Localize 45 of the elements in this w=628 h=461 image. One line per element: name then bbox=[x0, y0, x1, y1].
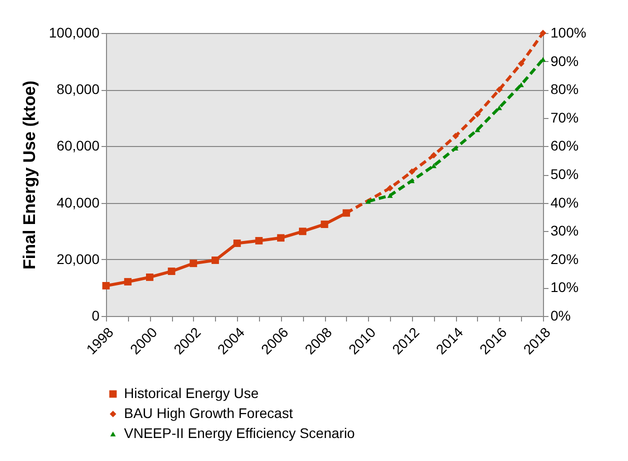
legend-label: Historical Energy Use bbox=[124, 385, 259, 401]
legend-label: BAU High Growth Forecast bbox=[124, 405, 293, 421]
y-tick-label: 20,000 bbox=[56, 250, 100, 267]
point bbox=[277, 234, 285, 242]
point bbox=[496, 86, 503, 93]
point bbox=[386, 184, 394, 192]
point bbox=[212, 256, 219, 264]
point bbox=[168, 268, 176, 275]
point bbox=[255, 237, 263, 244]
legend-label: VNEEP-II Energy Efficiency Scenario bbox=[124, 425, 356, 441]
point bbox=[496, 105, 502, 110]
y2-tick-label: 10% bbox=[550, 279, 579, 296]
point bbox=[540, 30, 546, 36]
point bbox=[430, 152, 438, 159]
y2-tick-label: 20% bbox=[550, 250, 579, 267]
y2-tick-label: 100% bbox=[550, 24, 586, 40]
y2-tick-label: 70% bbox=[550, 109, 579, 126]
y2-tick-label: 60% bbox=[550, 138, 579, 154]
y-tick-label: 80,000 bbox=[56, 81, 100, 98]
y-tick-label: 40,000 bbox=[56, 194, 100, 210]
point bbox=[408, 168, 416, 175]
y-tick-label: 60,000 bbox=[56, 138, 100, 154]
point bbox=[124, 278, 132, 286]
y2-tick-label: 30% bbox=[550, 222, 579, 239]
point bbox=[233, 240, 241, 247]
point bbox=[452, 132, 459, 140]
y2-tick-label: 80% bbox=[550, 81, 579, 98]
point bbox=[431, 163, 436, 168]
point bbox=[102, 282, 110, 290]
y2-tick-label: 40% bbox=[550, 194, 579, 210]
y-tick-label: 0 bbox=[92, 308, 100, 324]
point bbox=[387, 193, 393, 198]
point bbox=[298, 228, 306, 236]
point bbox=[474, 127, 480, 132]
y2-tick-label: 50% bbox=[550, 166, 579, 182]
y-axis-title: Final Energy Use (ktoe) bbox=[20, 80, 39, 270]
point bbox=[474, 110, 481, 118]
point bbox=[146, 274, 154, 281]
y-tick-label: 100,000 bbox=[48, 24, 100, 40]
point bbox=[518, 60, 524, 67]
y2-tick-label: 0% bbox=[550, 308, 571, 324]
point bbox=[190, 260, 198, 268]
point bbox=[320, 220, 328, 228]
point bbox=[365, 199, 371, 204]
y2-tick-label: 90% bbox=[550, 52, 579, 69]
